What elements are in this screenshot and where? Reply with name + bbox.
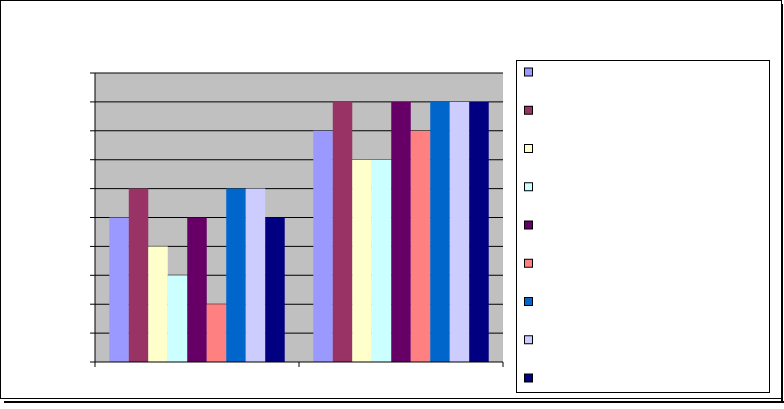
legend — [516, 60, 770, 393]
bar — [226, 188, 246, 362]
bar — [352, 159, 372, 362]
bar — [313, 130, 333, 362]
bar — [371, 159, 392, 362]
bar — [332, 101, 353, 363]
bar — [469, 101, 489, 363]
bar — [391, 101, 411, 363]
legend-swatch — [524, 220, 533, 230]
legend-swatch — [524, 182, 533, 192]
legend-swatch — [524, 373, 533, 383]
bar — [148, 246, 168, 362]
bar — [430, 101, 450, 363]
legend-swatch — [524, 67, 533, 77]
bar — [245, 188, 266, 362]
legend-swatch — [524, 105, 533, 115]
bar — [187, 217, 207, 362]
bar — [449, 101, 470, 363]
legend-swatch — [524, 258, 533, 268]
bar — [206, 304, 227, 362]
bar — [109, 217, 129, 362]
bar — [167, 275, 188, 362]
legend-swatch — [524, 335, 533, 345]
bar — [128, 188, 149, 362]
bar — [410, 130, 431, 362]
legend-swatch — [524, 297, 533, 306]
legend-swatch — [524, 144, 533, 153]
bar — [265, 217, 285, 362]
